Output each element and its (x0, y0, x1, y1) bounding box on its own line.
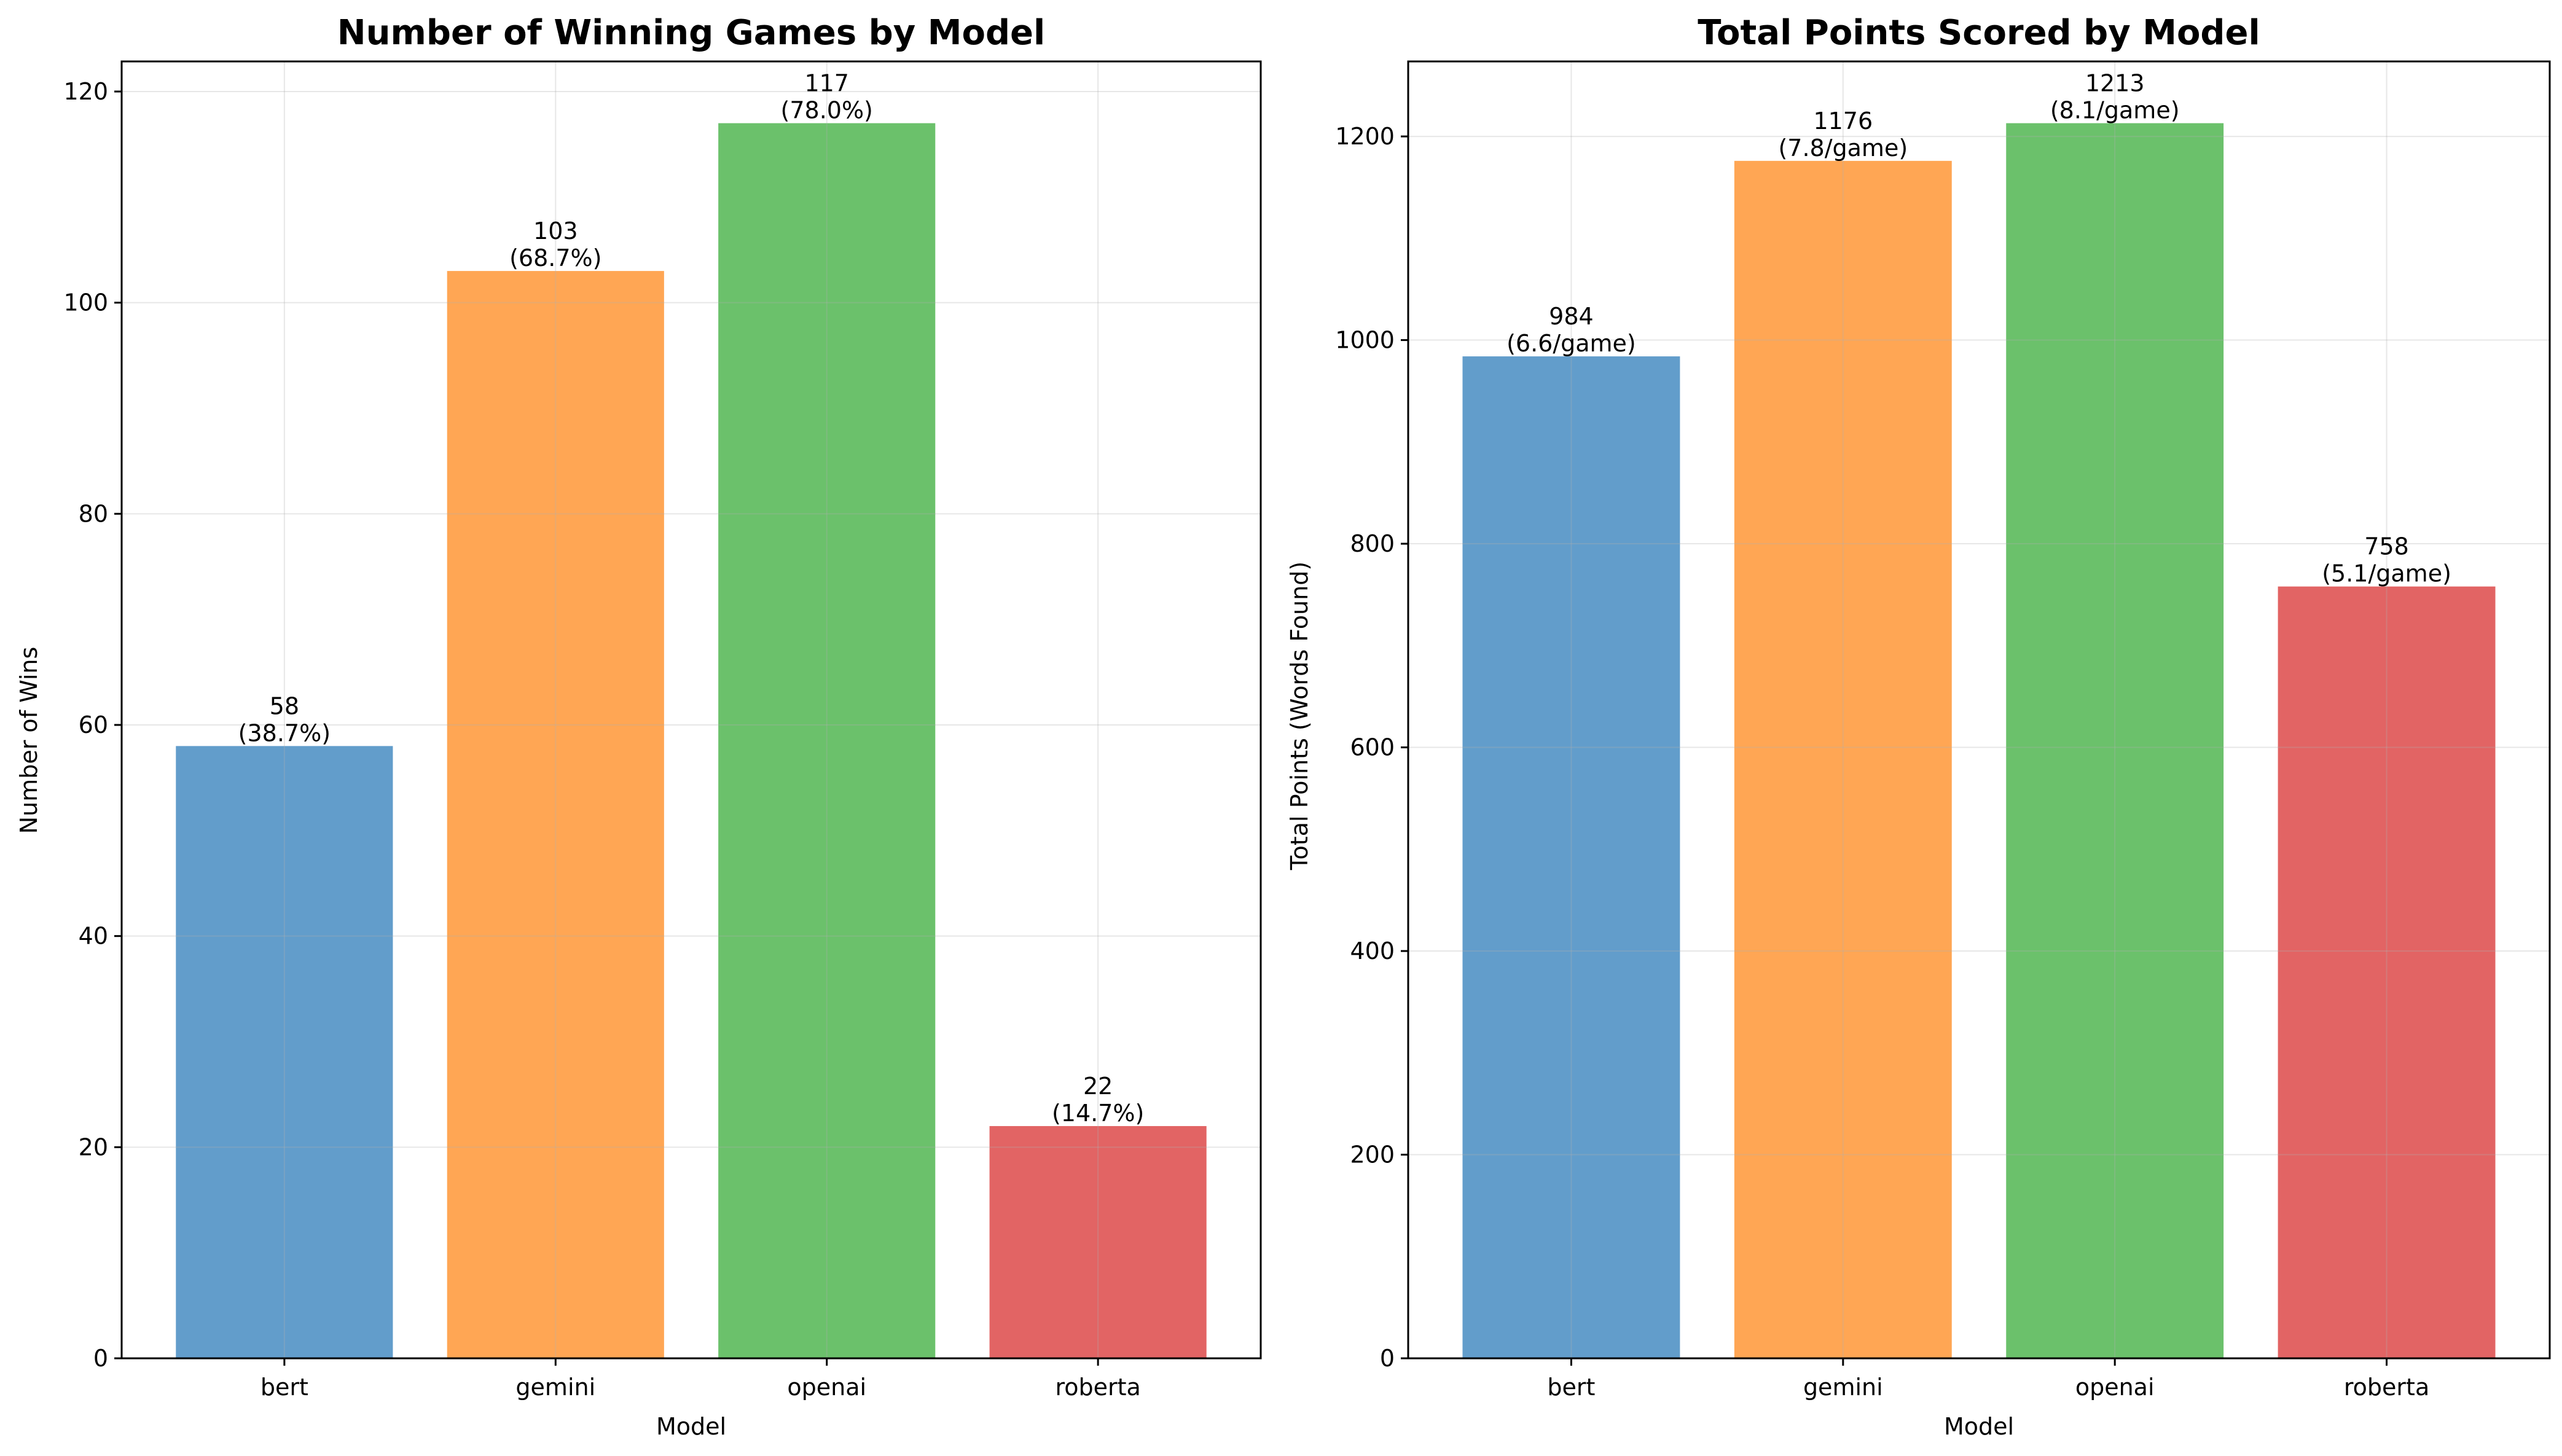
wins-bar-roberta (989, 1125, 1207, 1358)
points-bar-label: 758 (5.1/game) (2322, 533, 2451, 587)
points-ytick-label: 1000 (1335, 327, 1395, 354)
points-bar-gemini (1734, 160, 1952, 1358)
wins-bar-gemini (447, 271, 664, 1358)
wins-ytick-label: 60 (79, 711, 108, 738)
points-bar-label: 1176 (7.8/game) (1778, 108, 1908, 162)
points-bar-label: 984 (6.6/game) (1506, 303, 1636, 357)
points-chart-xlabel: Model (1944, 1413, 2014, 1440)
wins-bar-label: 22 (14.7%) (1052, 1073, 1144, 1127)
points-xtick-label: roberta (2344, 1374, 2429, 1401)
wins-ytick-label: 20 (79, 1133, 108, 1160)
points-ytick-label: 200 (1350, 1141, 1395, 1168)
wins-ytick-label: 0 (93, 1345, 108, 1372)
points-xtick-label: openai (2075, 1374, 2155, 1401)
points-xtick-label: bert (1547, 1374, 1595, 1401)
wins-bar-bert (176, 746, 393, 1358)
wins-bar-label: 103 (68.7%) (509, 217, 601, 272)
points-chart-ylabel: Total Points (Words Found) (1286, 562, 1313, 871)
wins-xtick-label: bert (261, 1374, 308, 1401)
wins-ytick-label: 40 (79, 923, 108, 950)
wins-ytick-label: 100 (63, 289, 108, 316)
wins-chart-title: Number of Winning Games by Model (337, 13, 1045, 53)
points-ytick-label: 1200 (1335, 123, 1395, 150)
points-ytick-label: 0 (1380, 1345, 1395, 1372)
points-bar-roberta (2278, 586, 2496, 1358)
points-bar-label: 1213 (8.1/game) (2050, 70, 2180, 124)
wins-axes-frame (120, 60, 1262, 1360)
wins-xtick-label: gemini (515, 1374, 595, 1401)
wins-xtick-label: openai (787, 1374, 866, 1401)
wins-xtick-label: roberta (1055, 1374, 1140, 1401)
points-xtick-label: gemini (1803, 1374, 1883, 1401)
points-ytick-label: 800 (1350, 530, 1395, 557)
points-bar-bert (1462, 356, 1680, 1358)
wins-chart-xlabel: Model (656, 1413, 726, 1440)
points-axes-frame (1407, 60, 2551, 1360)
wins-chart-ylabel: Number of Wins (15, 647, 42, 834)
wins-bar-label: 117 (78.0%) (781, 70, 873, 124)
wins-ytick-label: 80 (79, 500, 108, 527)
wins-bar-openai (718, 123, 936, 1358)
points-bar-openai (2006, 123, 2224, 1358)
points-ytick-label: 600 (1350, 734, 1395, 761)
wins-chart: Number of Winning Games by Model Model N… (15, 13, 1262, 1440)
points-chart: Total Points Scored by Model Model Total… (1286, 13, 2551, 1440)
points-chart-title: Total Points Scored by Model (1698, 13, 2260, 53)
wins-ytick-label: 120 (63, 78, 108, 105)
wins-bar-label: 58 (38.7%) (238, 692, 331, 746)
points-ytick-label: 400 (1350, 937, 1395, 965)
